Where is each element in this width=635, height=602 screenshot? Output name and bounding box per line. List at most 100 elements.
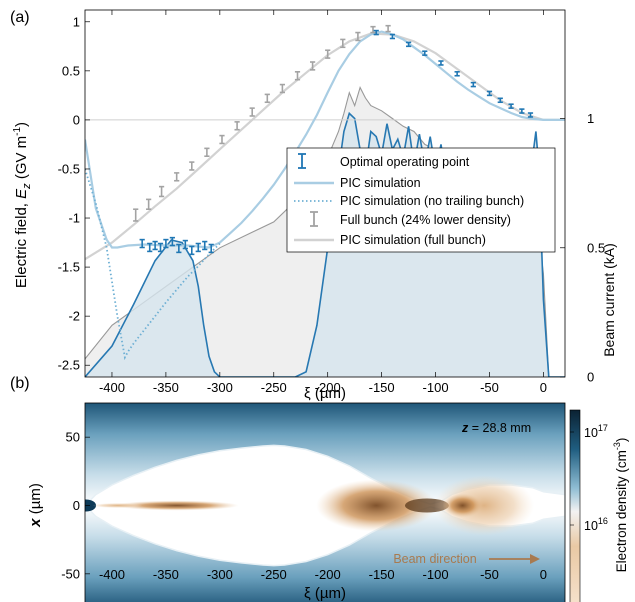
legend-entry-full-sim: PIC simulation (full bunch) [294,233,486,247]
panel-a-x-axis-label: ξ (µm) [304,385,346,402]
panel-a-y-axis-label: Electric field, Ez (GV m-1) [12,122,33,288]
legend-entry-optimal: Optimal operating point [298,153,470,169]
y2-tick-label: 1 [587,111,594,126]
errorbar-layer [133,24,534,256]
trailing-bunch-tail [92,503,143,508]
series-line-1 [85,30,565,249]
errorbar-point [176,243,182,254]
x-tick-label: -200 [315,380,341,395]
errorbar-point [370,25,376,34]
errorbar-point [355,31,361,42]
errorbar-point [158,185,165,198]
errorbar-point [438,60,444,66]
legend-label-pic: PIC simulation [340,176,421,190]
y-tick-label: -1.5 [58,260,80,275]
y-tick-label: 0 [73,112,80,127]
plasma-spike [85,499,97,512]
b-x-tick-label: -150 [369,567,395,582]
colorbar-tick-1e17: 1017 [570,423,608,440]
y-tick-label: 1 [73,14,80,29]
legend-entry-full-bunch: Full bunch (24% lower density) [310,211,511,227]
errorbar-point [340,38,346,49]
errorbar-point [169,236,175,247]
series-line-2 [85,168,221,361]
y-tick-label: -2.5 [58,358,80,373]
errorbar-point [264,93,270,104]
x-tick-label: -400 [99,380,125,395]
panel-a-axes: -400 -350 -300 -250 -200 -150 -100 -50 0-2.5-2-1… [58,10,605,395]
errorbar-point [195,242,201,253]
panel-b-axes: -400 -350 -300 -250 -200 -150 -100 -50 0 -50 0 50 [61,430,547,582]
errorbar-point [385,24,391,33]
b-y-tick-label: 50 [66,430,80,445]
errorbar-point [163,238,169,249]
y-axis-label-mid: (GV m [13,136,30,184]
drive-bunch-head [434,475,535,536]
errorbar-point [497,97,503,104]
panel-a-label: (a) [10,9,30,26]
y2-tick-label: 0.5 [587,240,605,255]
errorbar-point [157,242,164,253]
y-tick-label: -0.5 [58,161,80,176]
errorbar-point [508,103,514,109]
b-x-tick-label: -350 [153,567,179,582]
y2-tick-label: 0 [587,370,594,385]
errorbar-point [373,29,379,36]
panel-b: (b) -400 -350 -300 -250 -200 -150 -100 -50 0 -50 0… [10,375,629,602]
y-axis-label-symbol: E [13,188,30,199]
colorbar-tick-1e16: 1016 [570,516,608,533]
errorbar-point [133,208,139,222]
y-axis-label-pre: Electric field, [13,199,30,288]
errorbar-point [152,240,158,251]
b-x-tick-label: -400 [99,567,125,582]
panel-a: (a) -400 -350 -300 -250 -200 -150 -100 -50 0-2.5… [10,9,617,402]
colorbar [569,409,581,602]
errorbar-point [470,81,476,88]
legend-errorbar-blue-icon [298,153,306,169]
b-x-tick-label: 0 [540,567,547,582]
x-tick-label: 0 [540,380,547,395]
errorbar-point [422,50,428,56]
errorbar-point [389,33,396,40]
errorbar-point [208,243,214,254]
errorbar-point [405,41,412,48]
errorbar-point [249,107,255,117]
svg-text:1017: 1017 [584,423,608,440]
b-x-tick-label: -50 [480,567,499,582]
y-axis-label-superscript: -1 [12,127,23,136]
x-tick-label: -350 [153,380,179,395]
legend-label-full-bunch: Full bunch (24% lower density) [340,213,511,227]
svg-text:1016: 1016 [584,516,608,533]
errorbar-point [182,239,188,250]
b-y-tick-label: 0 [73,498,80,513]
legend-entry-pic: PIC simulation [294,176,421,190]
drive-bunch-knot [442,493,483,518]
errorbar-point [189,161,195,171]
errorbar-point [234,121,240,131]
density-map [85,403,565,602]
x-tick-label: -250 [261,380,287,395]
b-x-tick-label: -300 [207,567,233,582]
errorbar-point [147,242,153,253]
beam-direction-label: Beam direction [393,552,476,566]
errorbar-point [309,61,316,71]
errorbar-point [204,147,210,158]
x-tick-label: -300 [207,380,233,395]
y-tick-label: -2 [68,309,80,324]
colorbar-label: Electron density (cm-3) [612,438,629,573]
errorbar-point [279,83,285,94]
b-x-tick-label: -100 [423,567,449,582]
panel-a-frame [84,9,566,378]
trailing-bunch [114,500,239,511]
errorbar-point [294,71,301,81]
b-y-tick-label: -50 [61,566,80,581]
y-tick-label: 0.5 [62,63,80,78]
errorbar-point [519,108,525,114]
legend-box [286,147,556,253]
legend-entry-no-trailing: PIC simulation (no trailing bunch) [294,194,524,208]
legend-label-no-trailing: PIC simulation (no trailing bunch) [340,194,524,208]
errorbar-point [454,71,460,77]
errorbar-point [189,245,195,256]
y-axis-label-post: ) [13,122,30,127]
errorbar-point [325,49,331,59]
